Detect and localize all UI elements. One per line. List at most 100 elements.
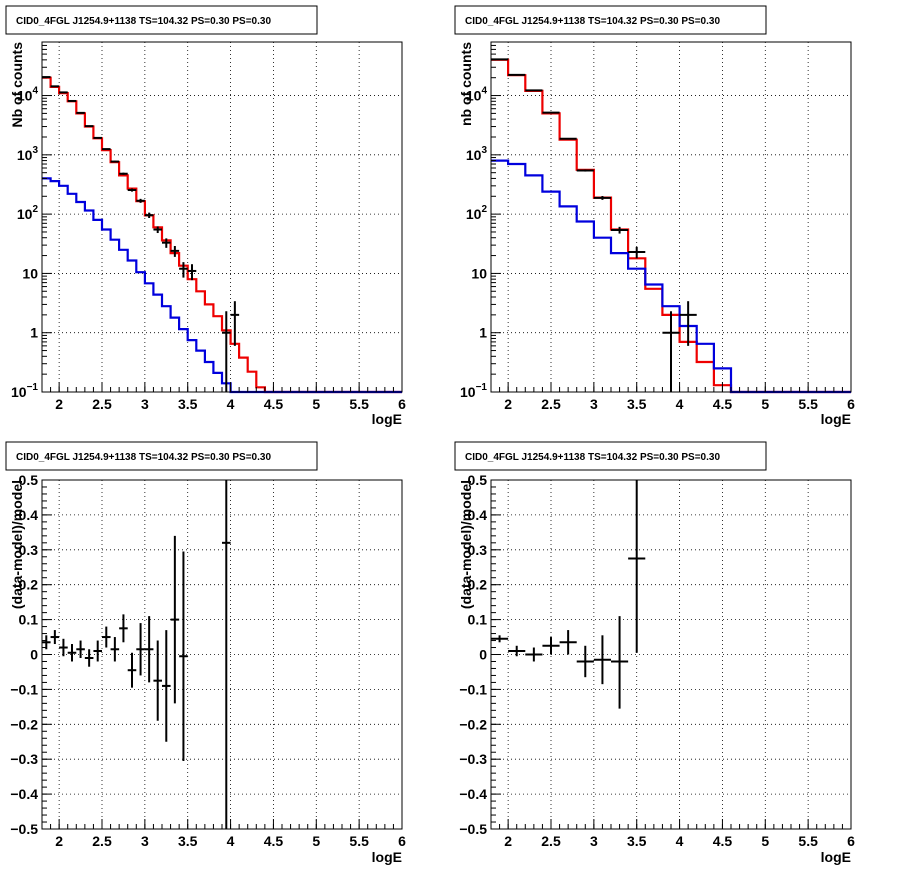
x-tick-label: 6	[847, 833, 855, 849]
data-point	[508, 645, 526, 657]
panel-title: CID0_4FGL J1254.9+1138 TS=104.32 PS=0.30…	[16, 16, 271, 27]
data-point	[187, 264, 197, 281]
x-axis-label: logE	[372, 849, 402, 865]
data-point	[628, 480, 646, 653]
data-point	[559, 630, 577, 655]
data-point	[110, 160, 120, 163]
x-tick-label: 4.5	[264, 833, 284, 849]
y-tick-label: 0.4	[468, 507, 488, 523]
y-tick-label: 0.5	[468, 472, 488, 488]
data-point	[153, 226, 162, 234]
y-tick-label: −0.5	[459, 821, 487, 837]
y-tick-label: 1	[30, 325, 38, 341]
x-tick-label: 6	[847, 396, 855, 412]
panel-spectrum-left: CID0_4FGL J1254.9+1138 TS=104.32 PS=0.30…	[5, 5, 406, 427]
y-tick-label: 0	[479, 647, 487, 663]
data-point	[102, 626, 111, 648]
y-tick-label: 0.3	[19, 542, 39, 558]
y-tick-label: 10	[471, 265, 487, 281]
y-axis-label: (data-model)/model	[9, 480, 25, 609]
data-point	[93, 640, 102, 662]
x-tick-label: 5	[312, 396, 320, 412]
panel-spectrum-right: CID0_4FGL J1254.9+1138 TS=104.32 PS=0.30…	[454, 5, 855, 427]
title-box: CID0_4FGL J1254.9+1138 TS=104.32 PS=0.30…	[5, 441, 318, 471]
data-point	[50, 630, 60, 645]
data-point	[542, 111, 560, 114]
x-tick-label: 2.5	[92, 833, 112, 849]
data-point	[593, 635, 611, 685]
data-point	[170, 535, 180, 704]
data-point	[679, 301, 697, 346]
x-tick-label: 2	[504, 396, 512, 412]
x-axis-label: logE	[821, 849, 851, 865]
x-tick-label: 2.5	[541, 396, 561, 412]
data-point	[170, 246, 180, 257]
y-tick-label: −0.3	[459, 751, 487, 767]
data-point	[127, 188, 137, 192]
data-point	[144, 212, 154, 219]
y-tick-label: 104	[17, 86, 39, 104]
data-point	[42, 635, 51, 650]
data-point	[611, 226, 629, 234]
panel-residual-left: CID0_4FGL J1254.9+1138 TS=104.32 PS=0.30…	[5, 441, 406, 865]
data-point	[110, 637, 120, 662]
x-tick-label: 5	[761, 833, 769, 849]
x-tick-label: 4.5	[713, 833, 733, 849]
y-tick-label: 102	[17, 204, 39, 222]
y-tick-label: 10	[22, 265, 38, 281]
y-tick-label: −0.5	[10, 821, 38, 837]
data-point	[559, 137, 577, 140]
data-point	[59, 638, 68, 657]
x-tick-label: 4	[227, 396, 235, 412]
x-tick-label: 2	[55, 396, 63, 412]
data-point	[59, 91, 68, 94]
x-tick-label: 4	[676, 833, 684, 849]
y-tick-label: −0.4	[10, 786, 38, 802]
data-point	[67, 644, 77, 662]
data-point	[76, 640, 85, 658]
data-point	[662, 311, 680, 392]
y-axis-label: (data-model)/model	[458, 480, 474, 609]
x-tick-label: 2	[55, 833, 63, 849]
title-box: CID0_4FGL J1254.9+1138 TS=104.32 PS=0.30…	[454, 441, 767, 471]
data-point	[119, 172, 128, 175]
data-point	[50, 85, 60, 88]
y-tick-label: 0.1	[19, 612, 39, 628]
y-tick-label: 10−1	[11, 382, 38, 400]
x-tick-label: 4.5	[713, 396, 733, 412]
data-point	[179, 262, 188, 278]
data-point	[144, 616, 154, 683]
data-point	[153, 640, 162, 721]
x-tick-label: 2.5	[541, 833, 561, 849]
y-tick-label: −0.1	[10, 681, 38, 697]
data-point	[593, 196, 611, 200]
y-tick-label: 0.4	[19, 507, 39, 523]
model-step-line	[42, 177, 402, 394]
y-tick-label: −0.4	[459, 786, 487, 802]
data-point	[576, 169, 594, 172]
data-point	[628, 246, 646, 259]
data-point	[576, 645, 594, 678]
x-tick-label: 5.5	[349, 396, 369, 412]
data-point	[230, 301, 240, 346]
panel-title: CID0_4FGL J1254.9+1138 TS=104.32 PS=0.30…	[465, 16, 720, 27]
data-point	[136, 198, 145, 203]
model-step-line	[42, 76, 402, 394]
data-point	[222, 311, 231, 392]
x-tick-label: 3.5	[627, 833, 647, 849]
x-tick-label: 2.5	[92, 396, 112, 412]
x-tick-label: 3.5	[627, 396, 647, 412]
y-tick-label: 0.2	[19, 577, 39, 593]
y-axis-label: Nb of counts	[9, 42, 25, 128]
data-point	[222, 480, 231, 829]
data-point	[84, 649, 94, 667]
panel-residual-right: CID0_4FGL J1254.9+1138 TS=104.32 PS=0.30…	[454, 441, 855, 865]
y-tick-label: 1	[479, 325, 487, 341]
x-tick-label: 5	[761, 396, 769, 412]
y-tick-label: −0.3	[10, 751, 38, 767]
y-tick-label: 0	[30, 647, 38, 663]
y-tick-label: −0.1	[459, 681, 487, 697]
panel-title: CID0_4FGL J1254.9+1138 TS=104.32 PS=0.30…	[465, 452, 720, 463]
x-tick-label: 3	[590, 833, 598, 849]
